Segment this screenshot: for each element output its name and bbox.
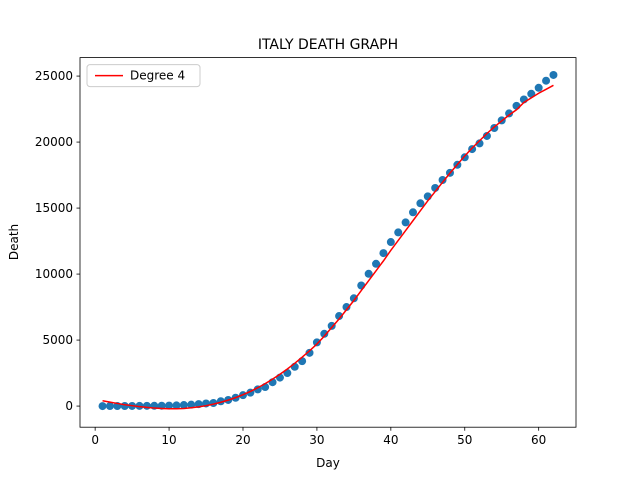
data-point [120,401,129,410]
data-point [179,401,188,410]
data-point [542,76,551,85]
chart-title: ITALY DEATH GRAPH [258,37,398,53]
data-point [416,199,425,208]
x-tick-label: 0 [91,433,99,447]
data-point [394,228,403,237]
data-point [142,401,151,410]
fit-line [102,84,554,410]
y-tick-label: 20000 [35,135,73,149]
data-point [534,83,543,92]
data-point [320,329,329,338]
data-point [349,294,358,303]
data-point [401,218,410,227]
data-point [335,312,344,321]
data-point [438,176,447,185]
x-tick-label: 10 [161,433,176,447]
data-point [342,303,351,312]
data-point [98,402,107,411]
data-point [364,269,373,278]
legend-label: Degree 4 [130,69,185,83]
data-point [187,400,196,409]
data-point [312,338,321,347]
data-point [105,402,114,411]
y-tick-label: 15000 [35,201,73,215]
data-point [165,401,174,410]
x-tick-label: 50 [457,433,472,447]
y-tick-label: 5000 [42,333,73,347]
data-point [549,70,558,79]
data-point [409,208,418,217]
data-point [172,401,181,410]
legend-box [86,64,201,88]
x-tick-label: 40 [383,433,398,447]
data-point [372,259,381,268]
x-tick-label: 30 [309,433,324,447]
x-tick-label: 60 [531,433,546,447]
data-point [505,109,514,118]
x-axis-label: Day [316,456,340,470]
data-point [512,101,521,110]
y-tick-label: 25000 [35,69,73,83]
y-tick-label: 10000 [35,267,73,281]
data-point [386,238,395,247]
data-point [475,139,484,148]
data-point [305,348,314,357]
data-point [379,249,388,258]
data-point [482,131,491,140]
y-tick-label: 0 [65,399,73,413]
data-point [327,321,336,330]
plot-frame [79,57,577,428]
data-point [298,357,307,366]
x-tick-label: 20 [235,433,250,447]
y-axis-label: Death [7,224,21,260]
data-point [357,281,366,290]
